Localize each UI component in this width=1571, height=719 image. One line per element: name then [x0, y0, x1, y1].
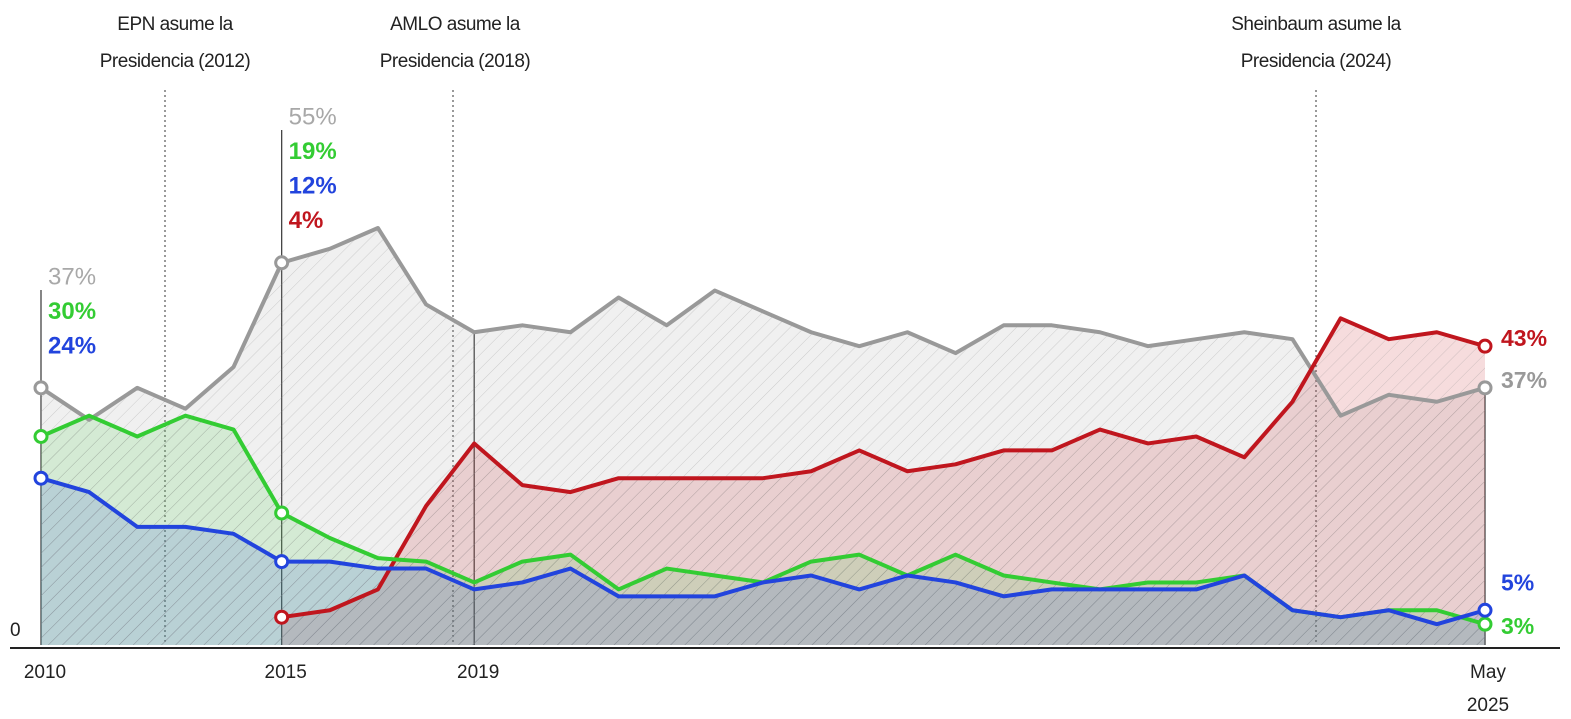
- x-tick-label: May 2025: [1466, 662, 1510, 716]
- x-tick-label: 2019: [457, 662, 500, 683]
- marker: [274, 609, 290, 625]
- x-tick-label: 2015: [264, 662, 307, 683]
- data-label: 37%: [1501, 367, 1547, 393]
- area-hatch: [41, 478, 1485, 645]
- data-label: 5%: [1501, 569, 1534, 595]
- data-label: 3%: [1501, 613, 1534, 639]
- annotation: EPN asume la: [117, 14, 233, 35]
- marker: [274, 255, 290, 271]
- annotation: Presidencia (2012): [100, 51, 251, 72]
- data-label: 55%: [289, 103, 337, 130]
- marker: [274, 554, 290, 570]
- data-label: 37%: [48, 263, 96, 290]
- annotation: Presidencia (2018): [380, 51, 531, 72]
- annotation: Sheinbaum asume la: [1231, 14, 1401, 35]
- y-tick-label: 0: [10, 620, 21, 641]
- marker: [33, 470, 49, 486]
- marker: [1477, 602, 1493, 618]
- annotation: AMLO asume la: [390, 14, 521, 35]
- marker: [274, 505, 290, 521]
- data-label: 4%: [289, 207, 324, 234]
- annotation: Presidencia (2024): [1241, 51, 1392, 72]
- data-label: 19%: [289, 138, 337, 165]
- marker: [33, 380, 49, 396]
- data-label: 43%: [1501, 325, 1547, 351]
- data-label: 24%: [48, 332, 96, 359]
- marker: [1477, 616, 1493, 632]
- line: [281, 316, 1486, 620]
- data-label: 12%: [289, 172, 337, 199]
- marker: [1477, 338, 1493, 354]
- marker: [33, 429, 49, 444]
- x-tick-label: 2010: [23, 662, 67, 683]
- data-label: 30%: [48, 298, 96, 325]
- marker: [1477, 380, 1493, 396]
